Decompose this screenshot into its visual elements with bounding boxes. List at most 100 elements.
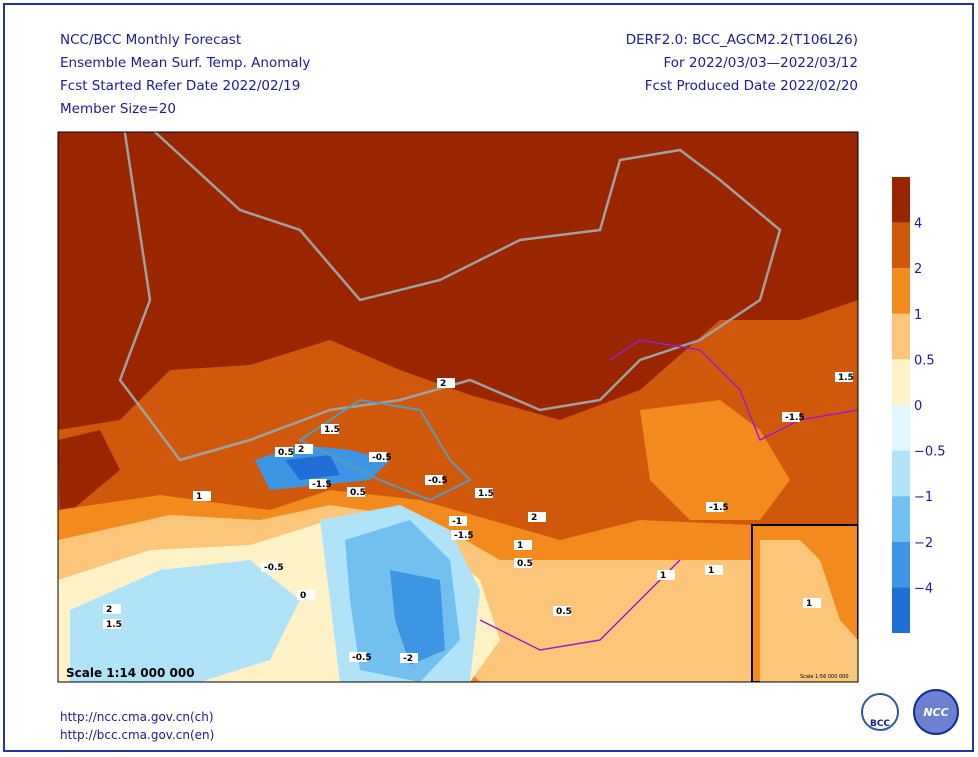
map	[58, 132, 858, 682]
header-line: DERF2.0: BCC_AGCM2.2(T106L26)	[626, 32, 858, 48]
contour-label: -0.5	[372, 453, 392, 463]
contour-label-bg	[657, 570, 675, 580]
header-line: For 2022/03/03—2022/03/12	[663, 55, 858, 71]
legend-label: −4	[914, 581, 933, 596]
legend-swatch	[892, 177, 910, 223]
header-line: NCC/BCC Monthly Forecast	[60, 32, 241, 48]
logo	[861, 693, 899, 731]
contour-label: 0.5	[517, 559, 533, 569]
legend-label: 4	[914, 217, 922, 232]
contour-label-bg	[835, 372, 853, 382]
legend-swatch	[892, 496, 910, 542]
contour-label: 2	[298, 445, 304, 455]
contour-label-bg	[437, 378, 455, 388]
legend-swatch	[892, 268, 910, 314]
header-line: Fcst Started Refer Date 2022/02/19	[60, 78, 300, 94]
contour-label: 0.5	[556, 607, 572, 617]
contour-label-bg	[705, 565, 723, 575]
contour-label: -2	[403, 654, 413, 664]
header-line: Ensemble Mean Surf. Temp. Anomaly	[60, 55, 310, 71]
contour-label-bg	[103, 619, 121, 629]
contour-label-bg	[449, 516, 467, 526]
contour-label-bg	[295, 444, 313, 454]
legend-label: −2	[914, 536, 933, 551]
anomaly-field	[70, 560, 300, 682]
header-line: Fcst Produced Date 2022/02/20	[645, 78, 858, 94]
contour-label: -1	[452, 517, 462, 527]
contour-label-bg	[553, 606, 571, 616]
contour-label-bg	[275, 447, 293, 457]
logo-text: BCC	[870, 719, 890, 729]
contour-label-bg	[803, 598, 821, 608]
contour-label: 1	[708, 566, 714, 576]
contour-label-bg	[514, 558, 532, 568]
contour-label: 1	[660, 571, 666, 581]
legend-swatch	[892, 541, 910, 588]
contour-label-bg	[782, 412, 800, 422]
legend-swatch	[892, 405, 910, 451]
coastline	[479, 559, 681, 651]
contour-label: 0.5	[278, 448, 294, 458]
contour-label: 2	[531, 513, 537, 523]
legend-label: 0.5	[914, 353, 935, 368]
anomaly-field	[760, 540, 858, 682]
contour-label: -0.5	[352, 653, 372, 663]
legend-swatch	[892, 313, 910, 360]
contour-label: -1.5	[709, 503, 729, 513]
contour-label-bg	[528, 512, 546, 522]
contour-label: 1.5	[838, 373, 854, 383]
contour-label: 0.5	[350, 488, 366, 498]
contour-label-bg	[400, 653, 418, 663]
map-frame	[57, 131, 859, 683]
contour-label: 1	[806, 599, 812, 609]
footer-link: http://ncc.cma.gov.cn(ch)	[60, 710, 214, 724]
anomaly-field	[640, 400, 790, 520]
contour-label: 1.5	[478, 489, 494, 499]
contour-label-bg	[103, 604, 121, 614]
legend-label: 1	[914, 308, 922, 323]
legend-label: −1	[914, 490, 933, 505]
contour-label-bg	[451, 530, 469, 540]
legend-swatch	[892, 222, 910, 269]
legend-swatch	[892, 450, 910, 497]
legend-label: 2	[914, 262, 922, 277]
contour-label-bg	[514, 540, 532, 550]
legend-swatch	[892, 359, 910, 405]
contour-label: 1.5	[106, 620, 122, 630]
contour-label-bg	[347, 487, 365, 497]
anomaly-field	[390, 570, 445, 665]
contour-label-bg	[193, 491, 211, 501]
contour-label-bg	[297, 590, 315, 600]
contour-label: 0	[300, 591, 306, 601]
contour-label-bg	[321, 424, 339, 434]
contour-label-bg	[475, 488, 493, 498]
contour-label-bg	[425, 475, 443, 485]
contour-label-bg	[369, 452, 387, 462]
contour-label: 2	[440, 379, 446, 389]
contour-label: -1.5	[312, 480, 332, 490]
inset-scale: Scale 1:56 000 000	[800, 674, 849, 680]
contour-label: -1.5	[454, 531, 474, 541]
border	[118, 132, 782, 462]
anomaly-field	[58, 132, 858, 430]
footer-link: http://bcc.cma.gov.cn(en)	[60, 728, 214, 742]
legend-swatch	[892, 587, 910, 633]
contour-label-bg	[261, 562, 279, 572]
contour-label: 1	[196, 492, 202, 502]
contour-label: -1.5	[785, 413, 805, 423]
anomaly-field	[58, 430, 120, 520]
contour-label-bg	[349, 652, 367, 662]
contour-label: 1.5	[324, 425, 340, 435]
map-scale: Scale 1:14 000 000	[66, 666, 195, 680]
contour-label: -0.5	[428, 476, 448, 486]
contour-label: -0.5	[264, 563, 284, 573]
header-line: Member Size=20	[60, 101, 176, 117]
contour-label: 1	[517, 541, 523, 551]
contour-label-bg	[309, 479, 327, 489]
river	[298, 398, 472, 502]
logo	[913, 689, 959, 735]
logo-text: NCC	[923, 706, 948, 719]
legend-label: 0	[914, 399, 922, 414]
